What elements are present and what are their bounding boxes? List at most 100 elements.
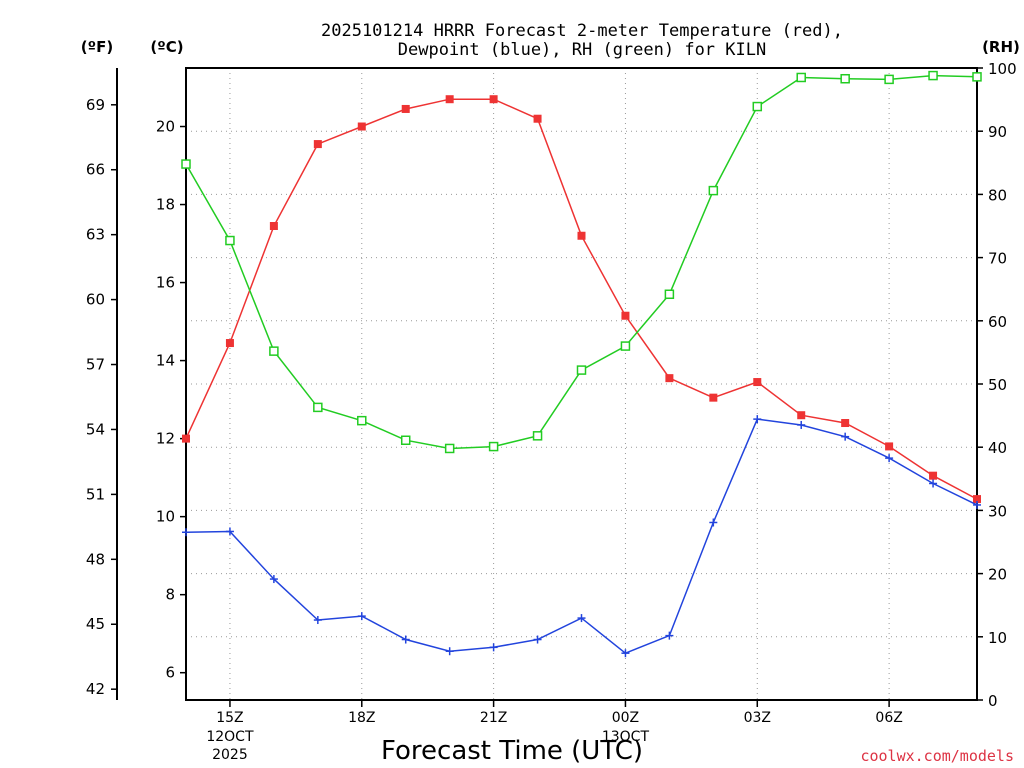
rh-data-point bbox=[269, 346, 279, 356]
rh-data-point bbox=[972, 72, 982, 82]
axes bbox=[111, 67, 983, 707]
celsius-tick-label: 8 bbox=[165, 586, 175, 604]
rh-data-point bbox=[664, 289, 675, 300]
fahrenheit-tick-label: 66 bbox=[86, 161, 105, 179]
credit-label: coolwx.com/models bbox=[860, 747, 1014, 765]
rh-tick-label: 60 bbox=[988, 313, 1007, 331]
temperature-data-point bbox=[709, 393, 718, 402]
dewpoint-data-point bbox=[709, 518, 718, 527]
x-tick-label: 21Z bbox=[480, 710, 507, 726]
rh-data-point bbox=[840, 73, 850, 84]
dewpoint-data-point bbox=[269, 575, 278, 584]
temperature-data-point bbox=[313, 140, 322, 149]
temperature-data-point bbox=[225, 339, 234, 348]
dewpoint-data-point bbox=[929, 479, 938, 488]
rh-data-point bbox=[225, 235, 235, 246]
fahrenheit-tick-label: 51 bbox=[86, 485, 105, 503]
x-tick-label: 03Z bbox=[744, 710, 771, 726]
dewpoint-data-point bbox=[489, 643, 498, 652]
fahrenheit-tick-label: 63 bbox=[86, 226, 105, 244]
dewpoint-data-point bbox=[357, 612, 366, 621]
dewpoint-data-point bbox=[797, 420, 806, 429]
temperature-data-point bbox=[753, 378, 762, 387]
dewpoint-data-point bbox=[313, 616, 322, 625]
rh-tick-label: 100 bbox=[988, 60, 1017, 78]
dewpoint-data-point bbox=[621, 649, 630, 658]
fahrenheit-unit-label: (ºF) bbox=[81, 38, 113, 56]
chart-title-line2: Dewpoint (blue), RH (green) for KILN bbox=[398, 40, 766, 60]
x-tick-label: 06Z bbox=[875, 710, 902, 726]
rh-tick-label: 30 bbox=[988, 502, 1007, 520]
fahrenheit-tick-label: 69 bbox=[86, 96, 105, 114]
temperature-data-point bbox=[533, 114, 542, 123]
temperature-data-point bbox=[929, 471, 938, 480]
rh-data-point bbox=[576, 365, 587, 375]
rh-data-point bbox=[313, 402, 323, 413]
rh-data-point bbox=[532, 431, 543, 441]
rh-unit-label: (RH) bbox=[982, 38, 1020, 56]
x-tick-date-label: 12OCT bbox=[206, 729, 254, 745]
rh-data-point bbox=[400, 435, 411, 445]
rh-tick-label: 70 bbox=[988, 250, 1007, 268]
fahrenheit-tick-label: 54 bbox=[86, 420, 105, 438]
dewpoint-data-point bbox=[577, 614, 586, 623]
temperature-data-point bbox=[401, 104, 410, 113]
rh-tick-label: 10 bbox=[988, 629, 1007, 647]
rh-data-point bbox=[928, 70, 938, 81]
rh-tick-label: 50 bbox=[988, 376, 1007, 394]
temperature-data-point bbox=[489, 95, 498, 104]
rh-data-point bbox=[884, 74, 894, 85]
celsius-tick-label: 16 bbox=[156, 274, 175, 292]
dewpoint-data-point bbox=[533, 635, 542, 644]
fahrenheit-tick-label: 60 bbox=[86, 291, 105, 309]
x-tick-year-label: 2025 bbox=[212, 747, 248, 763]
temperature-data-point bbox=[445, 95, 454, 104]
temperature-data-point bbox=[885, 442, 894, 451]
temperature-data-point bbox=[269, 222, 278, 230]
rh-data-point bbox=[444, 443, 455, 454]
x-axis-label: Forecast Time (UTC) bbox=[381, 736, 643, 766]
celsius-tick-label: 14 bbox=[156, 352, 175, 370]
dewpoint-data-point bbox=[401, 635, 410, 644]
dewpoint-data-point bbox=[753, 415, 762, 424]
dewpoint-data-point bbox=[225, 527, 234, 536]
dewpoint-data-point bbox=[665, 631, 674, 640]
rh-data-point bbox=[357, 415, 367, 426]
celsius-tick-label: 6 bbox=[165, 664, 175, 682]
dewpoint-data-point bbox=[445, 647, 454, 656]
dewpoint-data-point bbox=[182, 528, 190, 537]
dewpoint-data-point bbox=[841, 432, 850, 441]
x-tick-date-label: 13OCT bbox=[602, 729, 650, 745]
data-series bbox=[181, 70, 982, 658]
temperature-data-point bbox=[621, 311, 630, 320]
rh-tick-label: 90 bbox=[988, 123, 1007, 141]
rh-data-point bbox=[488, 441, 499, 452]
x-tick-label: 18Z bbox=[348, 710, 375, 726]
temperature-data-point bbox=[797, 411, 806, 420]
temperature-data-point bbox=[357, 122, 366, 131]
rh-tick-label: 20 bbox=[988, 566, 1007, 584]
temperature-data-point bbox=[841, 419, 850, 428]
fahrenheit-tick-label: 57 bbox=[86, 356, 105, 374]
chart-title-line1: 2025101214 HRRR Forecast 2-meter Tempera… bbox=[321, 21, 843, 41]
rh-data-point bbox=[796, 72, 806, 83]
tick-labels: 42 45 48 51 54 57 60 63 66 69 6 8 10 12 14 16 18 20 0 10 20 3… bbox=[86, 60, 1017, 763]
x-tick-label: 15Z bbox=[216, 710, 243, 726]
celsius-tick-label: 18 bbox=[156, 196, 175, 214]
fahrenheit-tick-label: 45 bbox=[86, 615, 105, 633]
temperature-data-point bbox=[577, 231, 586, 240]
rh-tick-label: 0 bbox=[988, 692, 998, 710]
rh-tick-label: 80 bbox=[988, 186, 1007, 204]
fahrenheit-tick-label: 48 bbox=[86, 550, 105, 568]
temperature-data-point bbox=[973, 495, 981, 504]
celsius-tick-label: 20 bbox=[156, 118, 175, 136]
temperature-data-point bbox=[182, 434, 190, 443]
fahrenheit-tick-label: 42 bbox=[86, 680, 105, 698]
rh-tick-label: 40 bbox=[988, 439, 1007, 457]
rh-data-point bbox=[620, 341, 631, 351]
rh-data-point bbox=[181, 159, 191, 169]
grid-lines bbox=[186, 68, 977, 700]
dewpoint-data-point bbox=[885, 454, 894, 463]
temperature-series-line bbox=[185, 98, 978, 500]
